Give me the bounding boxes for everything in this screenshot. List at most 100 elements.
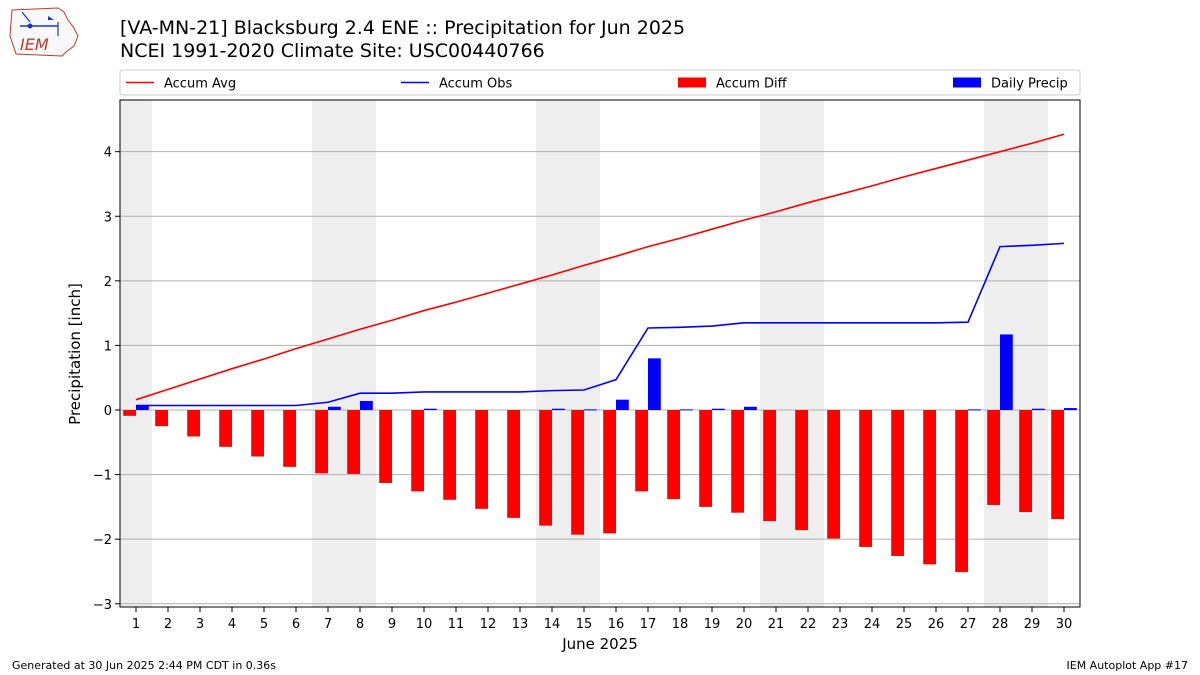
- chart-subtitle: NCEI 1991-2020 Climate Site: USC00440766: [120, 40, 545, 62]
- x-tick-label: 24: [864, 617, 881, 632]
- x-tick-label: 4: [228, 617, 236, 632]
- x-tick-label: 30: [1056, 617, 1073, 632]
- logo-text: IEM: [20, 35, 49, 54]
- x-tick-label: 21: [768, 617, 785, 632]
- accum-diff-bar: [827, 410, 840, 539]
- accum-diff-bar: [699, 410, 712, 507]
- y-tick-label: 0: [104, 404, 112, 419]
- daily-precip-bar: [968, 409, 981, 411]
- x-tick-label: 22: [800, 617, 817, 632]
- x-tick-label: 9: [388, 617, 396, 632]
- legend-box: [119, 69, 1081, 96]
- x-tick-label: 11: [448, 617, 465, 632]
- y-tick-label: −2: [93, 533, 112, 548]
- accum-diff-bar: [219, 410, 232, 447]
- x-tick-label: 28: [992, 617, 1009, 632]
- weekend-shade: [312, 100, 344, 607]
- x-tick-label: 13: [512, 617, 529, 632]
- daily-precip-bar: [648, 358, 661, 411]
- x-tick-label: 3: [196, 617, 204, 632]
- accum-diff-bar: [123, 410, 136, 416]
- accum-avg-line: [135, 133, 1065, 401]
- y-axis-label: Precipitation [inch]: [66, 283, 84, 425]
- accum-diff-bar: [955, 410, 968, 573]
- daily-precip-bar: [616, 399, 629, 411]
- accum-diff-bar: [987, 410, 1000, 505]
- x-tick-label: 20: [736, 617, 753, 632]
- weekend-shade: [760, 100, 792, 607]
- y-tick-label: 4: [104, 146, 112, 161]
- accum-obs-line: [136, 242, 1065, 407]
- daily-precip-bar: [744, 406, 757, 411]
- app-label: IEM Autoplot App #17: [1066, 659, 1189, 672]
- accum-diff-bar: [155, 410, 168, 427]
- x-tick-label: 12: [480, 617, 497, 632]
- weekend-shade: [344, 100, 376, 607]
- accum-diff-bar: [603, 410, 616, 534]
- generated-timestamp: Generated at 30 Jun 2025 2:44 PM CDT in …: [12, 659, 277, 672]
- accum-diff-bar: [795, 410, 808, 531]
- accum-diff-bar: [667, 410, 680, 500]
- accum-diff-bar: [347, 410, 360, 474]
- accum-diff-bar: [891, 410, 904, 556]
- accum-diff-bar: [1051, 410, 1064, 520]
- daily-precip-bar: [552, 408, 565, 411]
- accum-diff-bar: [283, 410, 296, 467]
- accum-diff-bar: [475, 410, 488, 509]
- x-axis-label: June 2025: [561, 635, 638, 653]
- accum-diff-bar: [379, 410, 392, 483]
- x-tick-label: 18: [672, 617, 689, 632]
- daily-precip-bar: [680, 409, 693, 411]
- y-tick-label: 1: [104, 339, 112, 354]
- accum-diff-bar: [1019, 410, 1032, 513]
- daily-precip-bar: [328, 406, 341, 411]
- x-tick-label: 27: [960, 617, 977, 632]
- x-tick-label: 2: [164, 617, 172, 632]
- daily-precip-bar: [1032, 408, 1045, 411]
- legend-label: Accum Avg: [164, 77, 236, 92]
- weekend-shade: [120, 100, 152, 607]
- daily-precip-bar: [424, 408, 437, 411]
- accum-diff-bar: [635, 410, 648, 492]
- x-tick-label: 8: [356, 617, 364, 632]
- x-tick-label: 15: [576, 617, 593, 632]
- x-tick-label: 26: [928, 617, 945, 632]
- daily-precip-bar: [136, 405, 149, 411]
- accum-diff-bar: [443, 410, 456, 500]
- y-tick-label: 2: [104, 275, 112, 290]
- y-tick-label: −3: [93, 598, 112, 613]
- accum-diff-bar: [539, 410, 552, 526]
- legend-label: Accum Obs: [439, 77, 512, 92]
- accum-diff-bar: [763, 410, 776, 522]
- x-tick-label: 19: [704, 617, 721, 632]
- legend-swatch: [678, 77, 706, 88]
- x-tick-label: 17: [640, 617, 657, 632]
- x-tick-label: 5: [260, 617, 268, 632]
- accum-diff-bar: [315, 410, 328, 474]
- accum-diff-bar: [859, 410, 872, 547]
- iem-logo: IEM: [9, 7, 79, 57]
- x-tick-label: 6: [292, 617, 300, 632]
- x-tick-label: 23: [832, 617, 849, 632]
- daily-precip-bar: [1000, 334, 1013, 411]
- legend-label: Daily Precip: [991, 77, 1068, 92]
- daily-precip-bar: [1064, 408, 1077, 411]
- accum-diff-bar: [507, 410, 520, 518]
- accum-diff-bar: [411, 410, 424, 492]
- accum-diff-bar: [187, 410, 200, 437]
- x-tick-label: 14: [544, 617, 561, 632]
- y-tick-label: 3: [104, 210, 112, 225]
- plot-frame: [119, 99, 1081, 608]
- accum-diff-bar: [923, 410, 936, 565]
- legend-label: Accum Diff: [716, 77, 788, 92]
- daily-precip-bar: [584, 409, 597, 411]
- y-tick-label: −1: [93, 469, 112, 484]
- accum-diff-bar: [571, 410, 584, 535]
- weekend-shade: [536, 100, 568, 607]
- accum-diff-bar: [251, 410, 264, 457]
- x-tick-label: 1: [132, 617, 140, 632]
- legend-swatch: [953, 77, 981, 88]
- x-tick-label: 16: [608, 617, 625, 632]
- x-tick-label: 25: [896, 617, 913, 632]
